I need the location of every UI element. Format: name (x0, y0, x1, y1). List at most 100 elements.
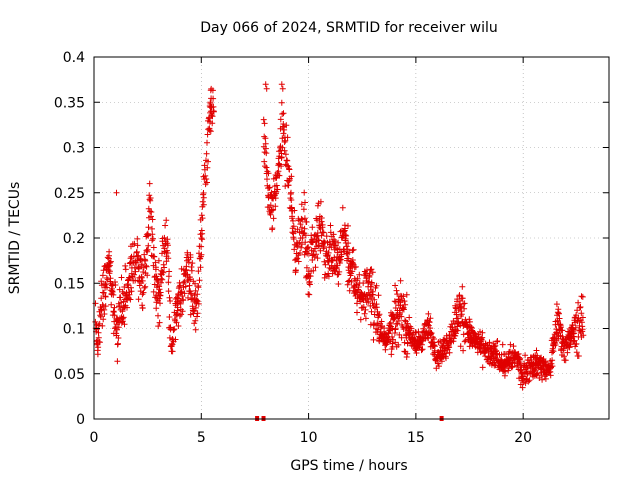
data-point (131, 240, 138, 247)
data-point (277, 116, 284, 123)
data-point (159, 268, 166, 275)
data-point (298, 201, 305, 208)
data-point (267, 211, 274, 218)
data-point (139, 277, 146, 284)
data-point (264, 176, 270, 183)
data-point (312, 264, 319, 271)
data-point (508, 364, 515, 371)
data-point (108, 301, 115, 308)
data-point (291, 246, 298, 253)
data-point (288, 189, 294, 196)
data-point (306, 281, 313, 288)
data-point (144, 272, 151, 279)
data-point (167, 298, 174, 304)
data-point (122, 266, 129, 273)
data-point (572, 324, 579, 331)
data-point (418, 347, 425, 354)
data-point (187, 254, 194, 261)
data-point (275, 168, 282, 175)
data-point (272, 203, 279, 210)
data-point (99, 322, 106, 329)
data-point (262, 163, 268, 170)
data-point (302, 239, 309, 246)
data-point (278, 154, 285, 161)
data-point (298, 215, 305, 222)
data-point (276, 172, 283, 179)
data-point (436, 363, 442, 370)
data-point (282, 151, 289, 158)
data-point (427, 315, 434, 322)
y-tick-label: 0.2 (63, 231, 85, 247)
data-point (376, 311, 383, 318)
data-point (169, 348, 176, 355)
data-point (111, 312, 118, 319)
data-point (542, 375, 549, 382)
data-point (260, 116, 267, 123)
data-point (526, 377, 533, 384)
data-point (556, 315, 563, 322)
data-point (499, 341, 506, 348)
data-point (522, 352, 529, 359)
data-point (203, 150, 210, 157)
data-point (330, 231, 337, 238)
data-point (571, 337, 578, 344)
data-point (397, 277, 404, 284)
data-point (196, 277, 203, 284)
data-point (400, 306, 407, 313)
data-point (191, 292, 198, 299)
data-point (285, 163, 292, 170)
data-point (428, 330, 435, 337)
data-point (346, 249, 353, 256)
data-point (114, 358, 121, 365)
data-point (392, 282, 399, 289)
data-point (159, 276, 166, 283)
data-point (164, 242, 171, 249)
data-point (354, 275, 361, 282)
data-point (121, 321, 128, 328)
data-point (188, 267, 195, 274)
data-point (290, 236, 297, 242)
data-point (354, 309, 360, 316)
data-point (197, 264, 204, 271)
data-point (107, 275, 114, 282)
data-point (286, 166, 293, 173)
data-point (209, 113, 216, 120)
data-point (539, 376, 546, 383)
x-tick-label: 10 (300, 430, 318, 446)
data-point (188, 291, 195, 298)
data-point (288, 204, 295, 211)
data-point (285, 178, 292, 185)
data-point (189, 260, 196, 267)
data-point (323, 233, 330, 240)
data-point (199, 236, 206, 243)
data-point (198, 212, 205, 219)
data-point (112, 282, 119, 288)
data-point (175, 323, 182, 329)
data-point (547, 372, 554, 379)
data-point (165, 255, 172, 262)
data-point (435, 360, 441, 367)
data-point (96, 339, 103, 346)
data-point (425, 310, 432, 317)
data-point (306, 291, 313, 298)
data-point (166, 268, 173, 275)
data-point (140, 289, 147, 296)
data-point (301, 189, 308, 196)
data-point (553, 301, 560, 308)
data-point (143, 263, 150, 270)
data-point (200, 194, 207, 201)
data-point (368, 308, 375, 315)
data-point (192, 287, 199, 294)
data-point (166, 314, 173, 320)
data-point (283, 122, 290, 129)
data-point (209, 120, 216, 127)
data-point (393, 287, 400, 294)
data-point (344, 281, 351, 288)
data-point (335, 239, 342, 246)
data-point (278, 81, 285, 88)
data-point (550, 348, 557, 355)
data-point (468, 324, 474, 330)
data-point (368, 281, 375, 287)
data-point (137, 257, 144, 264)
data-point (345, 222, 351, 229)
